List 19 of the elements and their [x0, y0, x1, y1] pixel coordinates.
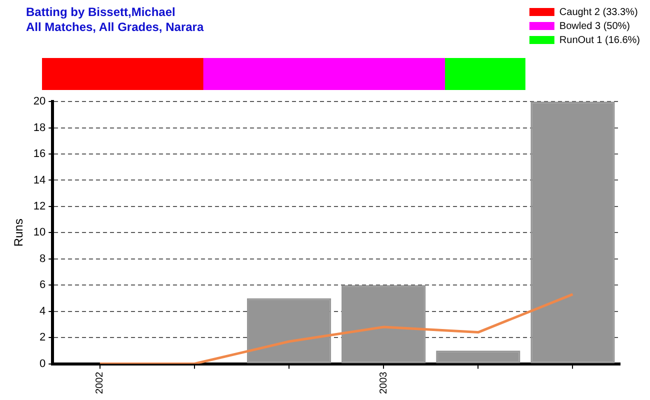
x-tick-label: 2002: [94, 371, 106, 394]
legend-label: Bowled 3 (50%): [559, 20, 630, 32]
x-tick-label: 2003: [378, 371, 390, 394]
legend-label: Caught 2 (33.3%): [559, 6, 638, 18]
chart-title: Batting by Bissett,Michael: [26, 5, 176, 19]
y-tick-label: 16: [33, 148, 46, 160]
y-tick-label: 12: [33, 200, 46, 212]
y-tick-label: 6: [40, 279, 46, 292]
y-tick-label: 2: [40, 332, 46, 344]
y-tick-label: 0: [40, 358, 46, 370]
y-tick-label: 4: [40, 305, 46, 318]
y-tick-label: 14: [33, 174, 46, 186]
y-axis-title: Runs: [12, 218, 26, 247]
chart-subtitle: All Matches, All Grades, Narara: [26, 20, 204, 34]
y-tick-label: 8: [40, 252, 46, 265]
y-tick-label: 10: [33, 226, 46, 239]
legend-label: RunOut 1 (16.6%): [559, 34, 640, 46]
y-tick-label: 18: [33, 122, 46, 134]
y-tick-label: 20: [33, 96, 46, 108]
